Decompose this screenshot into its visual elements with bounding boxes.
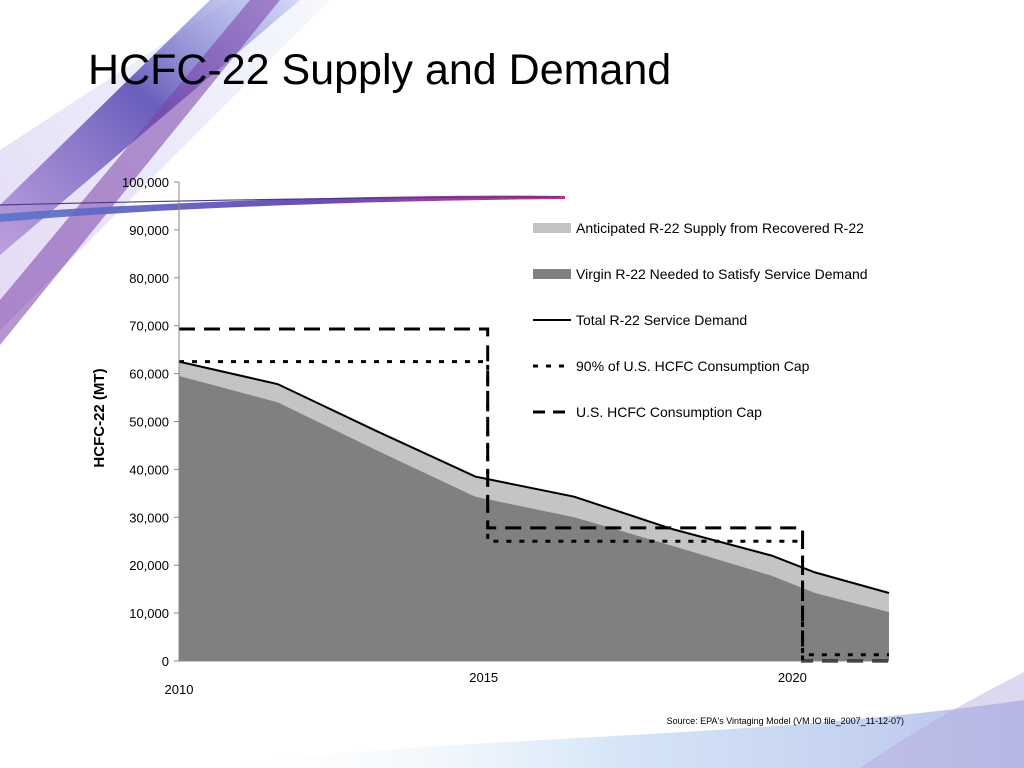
legend-label: Total R-22 Service Demand xyxy=(576,312,747,328)
chart-lines xyxy=(178,327,890,663)
y-tick-label: 10,000 xyxy=(129,606,169,621)
deco-band-light xyxy=(0,0,330,330)
step-series-3 xyxy=(179,327,889,663)
legend-item: Anticipated R-22 Supply from Recovered R… xyxy=(533,220,864,236)
legend-label: 90% of U.S. HCFC Consumption Cap xyxy=(576,358,810,374)
legend-item: Total R-22 Service Demand xyxy=(533,312,747,328)
y-tick-label: 70,000 xyxy=(129,319,169,334)
x-tick-label: 2020 xyxy=(778,670,807,685)
y-tick-label: 50,000 xyxy=(129,415,169,430)
y-tick-label: 80,000 xyxy=(129,271,169,286)
legend-swatch xyxy=(533,223,571,233)
legend-label: U.S. HCFC Consumption Cap xyxy=(576,404,762,420)
y-tick-label: 60,000 xyxy=(129,367,169,382)
chart-legend: Anticipated R-22 Supply from Recovered R… xyxy=(533,220,868,420)
line-series-1 xyxy=(178,360,890,594)
deco-right-wave xyxy=(860,672,1024,768)
x-tick-label: 2010 xyxy=(165,682,194,697)
deco-band-thin xyxy=(0,0,280,345)
legend-swatch xyxy=(533,269,571,279)
y-tick-label: 0 xyxy=(162,654,169,669)
chart-axes: 0 10,000 20,000 30,000 40,000 50,000 60,000 70,… xyxy=(122,175,889,697)
slide-title: HCFC-22 Supply and Demand xyxy=(88,46,672,94)
deco-streak-thin xyxy=(0,196,561,206)
legend-label: Anticipated R-22 Supply from Recovered R… xyxy=(576,220,864,236)
source-note: Source: EPA's Vintaging Model (VM IO fil… xyxy=(666,716,904,726)
y-tick-label: 100,000 xyxy=(122,175,169,190)
y-tick-label: 40,000 xyxy=(129,462,169,477)
legend-item: U.S. HCFC Consumption Cap xyxy=(533,404,762,420)
y-tick-label: 90,000 xyxy=(129,223,169,238)
deco-streak xyxy=(0,195,565,222)
area-series-2 xyxy=(179,375,889,661)
legend-item: 90% of U.S. HCFC Consumption Cap xyxy=(533,358,810,374)
y-axis-label: HCFC-22 (MT) xyxy=(91,368,108,467)
y-tick-label: 20,000 xyxy=(129,558,169,573)
chart-areas xyxy=(179,361,889,661)
legend-item: Virgin R-22 Needed to Satisfy Service De… xyxy=(533,266,868,282)
legend-label: Virgin R-22 Needed to Satisfy Service De… xyxy=(576,266,868,282)
x-tick-label: 2015 xyxy=(469,670,498,685)
deco-bottom-wave xyxy=(200,700,1024,768)
y-tick-label: 30,000 xyxy=(129,510,169,525)
